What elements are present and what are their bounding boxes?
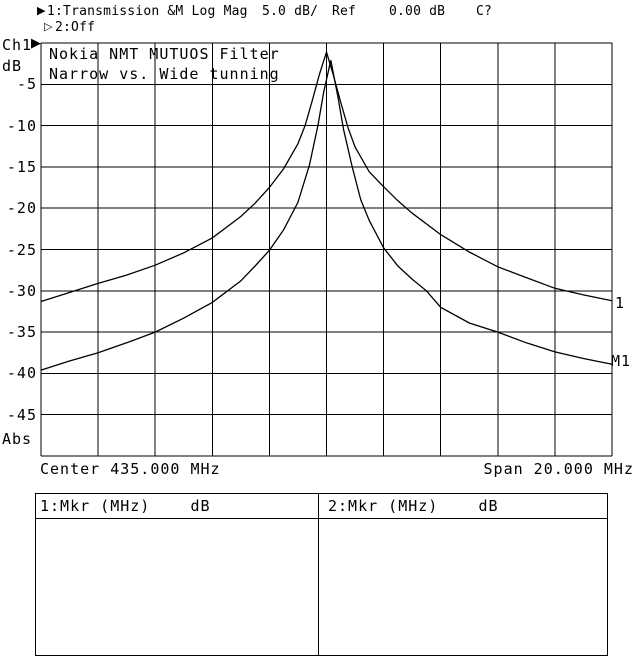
y-tick-label: -25: [6, 241, 37, 259]
center-frequency-annotation: Center 435.000 MHz: [40, 460, 221, 478]
graticule-grid: [40, 42, 613, 457]
y-tick-label: -35: [6, 323, 37, 341]
y-tick-label: -30: [6, 282, 37, 300]
marker-table-col2-header: 2:Mkr (MHz) dB: [328, 497, 499, 515]
marker-table-divider: [318, 494, 319, 655]
y-tick-label: -20: [6, 199, 37, 217]
y-axis-abs-label: Abs: [2, 430, 33, 448]
y-tick-label: -10: [6, 117, 37, 135]
trace2-marker-end-label: M1: [611, 352, 632, 370]
active-trace-marker-icon: ▶: [37, 4, 46, 17]
marker-readout-table: 1:Mkr (MHz) dB 2:Mkr (MHz) dB: [35, 493, 608, 656]
channel-label: Ch1: [2, 36, 33, 54]
ref-level-arrow-icon: ▶: [31, 36, 41, 51]
trace2-state-annotation: 2:Off: [55, 20, 96, 35]
trace1-measurement-annotation: 1:Transmission &M Log Mag: [47, 4, 248, 19]
y-axis-unit: dB: [2, 57, 23, 75]
marker-table-col1-header: 1:Mkr (MHz) dB: [40, 497, 211, 515]
span-annotation: Span 20.000 MHz: [483, 460, 634, 478]
ref-label: Ref: [332, 4, 357, 19]
scale-per-div-annotation: 5.0 dB/: [262, 4, 319, 19]
y-tick-label: -5: [16, 75, 37, 93]
trace-M1: [40, 60, 613, 371]
y-tick-label: -40: [6, 364, 37, 382]
y-tick-label: -45: [6, 406, 37, 424]
cal-status-annotation: C?: [476, 4, 493, 19]
y-tick-label: -15: [6, 158, 37, 176]
trace1-end-label: 1: [615, 294, 626, 312]
inactive-trace-marker-icon: ▷: [44, 20, 53, 33]
plot-title-line1: Nokia NMT MUTUOS Filter: [49, 45, 280, 63]
ref-value: 0.00 dB: [389, 4, 446, 19]
marker-table-header-rule: [36, 518, 607, 519]
trace-1: [40, 49, 613, 303]
plot-title-line2: Narrow vs. Wide tunning: [49, 65, 280, 83]
